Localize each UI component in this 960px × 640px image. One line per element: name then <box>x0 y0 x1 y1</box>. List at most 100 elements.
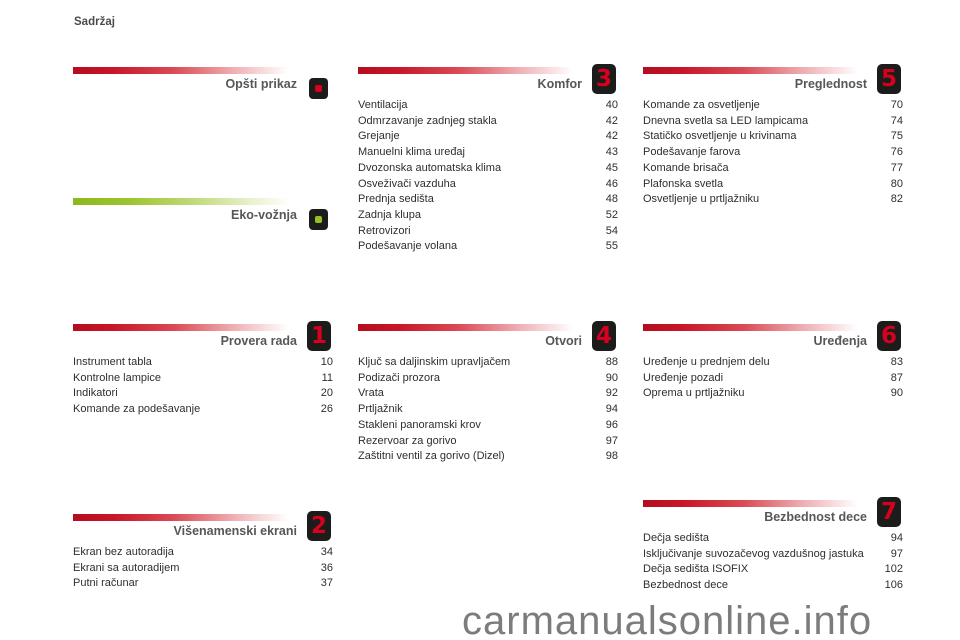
toc-item[interactable]: Odmrzavanje zadnjeg stakla 42 <box>358 114 618 130</box>
toc-item-label: Uređenje pozadi <box>643 371 724 384</box>
toc-item[interactable]: Dnevna svetla sa LED lampicama 74 <box>643 114 903 130</box>
toc-item[interactable]: Podešavanje farova 76 <box>643 145 903 161</box>
toc-item-label: Dečja sedišta ISOFIX <box>643 563 749 576</box>
section-number-badge: 2 <box>307 511 331 541</box>
toc-item-page: 96 <box>605 418 618 431</box>
toc-item-page: 97 <box>605 434 618 447</box>
watermark: carmanualsonline.info <box>462 599 873 640</box>
toc-item[interactable]: Komande za osvetljenje 70 <box>643 98 903 114</box>
toc-item-page: 48 <box>605 193 618 206</box>
section-number-badge: 4 <box>592 321 616 351</box>
toc-item-page: 11 <box>321 371 333 384</box>
toc-item[interactable]: Ekrani sa autoradijem 36 <box>73 561 333 577</box>
section-number: 6 <box>880 322 897 349</box>
toc-item-label: Ekran bez autoradija <box>73 546 174 558</box>
section-gradient-bar <box>358 67 582 74</box>
toc-item[interactable]: Osveživači vazduha 46 <box>358 177 618 193</box>
toc-item-page: 36 <box>320 561 333 574</box>
section-badge <box>309 209 328 230</box>
toc-item-label: Plafonska svetla <box>643 177 724 190</box>
toc-item-label: Osveživači vazduha <box>358 177 456 190</box>
toc-item-page: 55 <box>605 240 618 253</box>
toc-list: Ventilacija 40 Odmrzavanje zadnjeg stakla 4… <box>358 98 618 255</box>
toc-item[interactable]: Manuelni klima uređaj 43 <box>358 145 618 161</box>
toc-item[interactable]: Podizači prozora 90 <box>358 371 618 387</box>
toc-item[interactable]: Vrata 92 <box>358 386 618 402</box>
toc-item-page: 75 <box>890 130 903 143</box>
toc-item[interactable]: Plafonska svetla 80 <box>643 177 903 193</box>
section-title: Preglednost <box>794 77 867 91</box>
toc-item[interactable]: Prednja sedišta 48 <box>358 192 618 208</box>
toc-item-label: Dečja sedišta <box>643 532 710 544</box>
section-title: Uređenja <box>813 334 868 348</box>
toc-item[interactable]: Zadnja klupa 52 <box>358 208 618 224</box>
section-number-badge: 7 <box>877 497 901 527</box>
section-otvori: Otvori 4 Ključ sa daljinskim upravljačem… <box>358 321 618 465</box>
toc-item-label: Komande za podešavanje <box>73 403 201 416</box>
toc-item-page: 80 <box>890 177 903 190</box>
toc-item-page: 97 <box>890 547 903 560</box>
toc-item-page: 102 <box>884 563 903 576</box>
toc-item-label: Ključ sa daljinskim upravljačem <box>358 356 511 368</box>
section-gradient-bar <box>643 324 867 331</box>
toc-item[interactable]: Ključ sa daljinskim upravljačem 88 <box>358 355 618 371</box>
toc-item-label: Indikatori <box>73 387 118 400</box>
toc-item-label: Ventilacija <box>358 99 408 111</box>
toc-item[interactable]: Zaštitni ventil za gorivo (Dizel) 98 <box>358 449 618 465</box>
toc-item-page: 37 <box>320 577 333 590</box>
toc-item[interactable]: Osvetljenje u prtljažniku 82 <box>643 192 903 208</box>
toc-item[interactable]: Putni računar 37 <box>73 576 333 592</box>
toc-list: Uređenje u prednjem delu 83 Uređenje pozad… <box>643 355 903 402</box>
toc-item[interactable]: Stakleni panoramski krov 96 <box>358 418 618 434</box>
toc-item-label: Podešavanje farova <box>643 146 741 159</box>
toc-item[interactable]: Prtljažnik 94 <box>358 402 618 418</box>
toc-item-label: Oprema u prtljažniku <box>643 387 745 400</box>
toc-item-page: 83 <box>890 356 903 368</box>
toc-item[interactable]: Instrument tabla 10 <box>73 355 333 371</box>
toc-item[interactable]: Dvozonska automatska klima 45 <box>358 161 618 177</box>
toc-item[interactable]: Podešavanje volana 55 <box>358 239 618 255</box>
toc-item[interactable]: Kontrolne lampice 11 <box>73 371 333 387</box>
toc-item-page: 88 <box>605 356 618 368</box>
section-gradient-bar <box>73 514 297 521</box>
section-title: Opšti prikaz <box>225 77 297 91</box>
toc-item[interactable]: Oprema u prtljažniku 90 <box>643 386 903 402</box>
toc-item[interactable]: Retrovizori 54 <box>358 224 618 240</box>
toc-item[interactable]: Dečja sedišta ISOFIX 102 <box>643 562 903 578</box>
section-title: Eko-vožnja <box>231 208 297 222</box>
section-komfor: Komfor 3 Ventilacija 40 Odmrzavanje zadnje… <box>358 64 618 255</box>
toc-item-page: 94 <box>605 403 618 416</box>
green-dot-icon <box>315 216 322 223</box>
toc-item-label: Komande brisača <box>643 161 729 174</box>
toc-item-page: 106 <box>884 579 903 592</box>
toc-item[interactable]: Rezervoar za gorivo 97 <box>358 434 618 450</box>
section-number-badge: 5 <box>877 64 901 94</box>
toc-item-page: 34 <box>320 546 333 558</box>
toc-item[interactable]: Isključivanje suvozačevog vazdušnog jast… <box>643 547 903 563</box>
section-provera-rada: Provera rada 1 Instrument tabla 10 Kontrol… <box>73 321 333 418</box>
toc-item-page: 54 <box>605 224 618 237</box>
toc-item-label: Retrovizori <box>358 224 411 237</box>
toc-item-page: 87 <box>890 371 903 384</box>
toc-item[interactable]: Indikatori 20 <box>73 386 333 402</box>
toc-item[interactable]: Ventilacija 40 <box>358 98 618 114</box>
toc-item[interactable]: Dečja sedišta 94 <box>643 531 903 547</box>
toc-item[interactable]: Statičko osvetljenje u krivinama 75 <box>643 129 903 145</box>
toc-item[interactable]: Ekran bez autoradija 34 <box>73 545 333 561</box>
toc-item[interactable]: Komande za podešavanje 26 <box>73 402 333 418</box>
section-opsti-prikaz: Opšti prikaz <box>73 67 333 99</box>
section-preglednost: Preglednost 5 Komande za osvetljenje 70 Dn… <box>643 64 903 208</box>
toc-item[interactable]: Komande brisača 77 <box>643 161 903 177</box>
toc-item-page: 94 <box>890 532 903 544</box>
toc-item[interactable]: Bezbednost dece 106 <box>643 578 903 594</box>
page-title: Sadržaj <box>74 16 115 28</box>
section-number-badge: 6 <box>877 321 901 351</box>
toc-item-page: 43 <box>605 146 618 159</box>
toc-item-label: Prtljažnik <box>358 403 403 416</box>
toc-item[interactable]: Uređenje pozadi 87 <box>643 371 903 387</box>
toc-item[interactable]: Grejanje 42 <box>358 129 618 145</box>
toc-item[interactable]: Uređenje u prednjem delu 83 <box>643 355 903 371</box>
toc-item-page: 46 <box>605 177 618 190</box>
toc-item-label: Stakleni panoramski krov <box>358 418 481 431</box>
toc-list: Komande za osvetljenje 70 Dnevna svetla sa… <box>643 98 903 208</box>
